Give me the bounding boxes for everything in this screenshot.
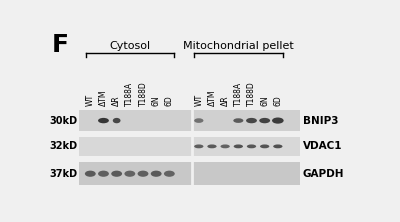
Text: 30kD: 30kD [50,116,78,126]
Text: 6N: 6N [152,95,161,106]
Ellipse shape [164,171,175,177]
Ellipse shape [220,145,230,148]
Text: Cytosol: Cytosol [109,41,150,51]
Ellipse shape [233,118,243,123]
Ellipse shape [247,145,256,148]
Ellipse shape [98,118,109,123]
Text: T188A: T188A [234,82,243,106]
Text: ΔR: ΔR [112,95,121,106]
Text: F: F [52,33,68,57]
Ellipse shape [246,118,257,123]
Ellipse shape [98,171,109,177]
Text: GAPDH: GAPDH [303,169,344,179]
Ellipse shape [259,118,270,123]
Text: WT: WT [194,94,203,106]
Text: WT: WT [86,94,95,106]
Text: Mitochondrial pellet: Mitochondrial pellet [183,41,294,51]
Ellipse shape [151,171,162,177]
Ellipse shape [273,145,282,148]
Ellipse shape [113,118,120,123]
Ellipse shape [234,145,243,148]
Ellipse shape [260,145,269,148]
Ellipse shape [194,118,204,123]
Text: ΔR: ΔR [221,95,230,106]
Text: 6D: 6D [165,95,174,106]
Text: T188D: T188D [247,81,256,106]
Text: ΔTM: ΔTM [208,89,216,106]
Text: T188D: T188D [138,81,148,106]
Ellipse shape [85,171,96,177]
Bar [80,110,300,131]
Ellipse shape [272,117,284,124]
Text: T188A: T188A [125,82,134,106]
Text: 32kD: 32kD [50,141,78,151]
Text: ΔTM: ΔTM [99,89,108,106]
Ellipse shape [124,171,135,177]
Ellipse shape [194,145,204,148]
Text: VDAC1: VDAC1 [303,141,342,151]
Ellipse shape [207,145,217,148]
Ellipse shape [138,171,148,177]
Text: 6N: 6N [260,95,269,106]
Bar [80,137,300,156]
Text: 6D: 6D [273,95,282,106]
Text: BNIP3: BNIP3 [303,116,338,126]
Text: 37kD: 37kD [50,169,78,179]
Ellipse shape [111,171,122,177]
Bar [80,162,300,185]
